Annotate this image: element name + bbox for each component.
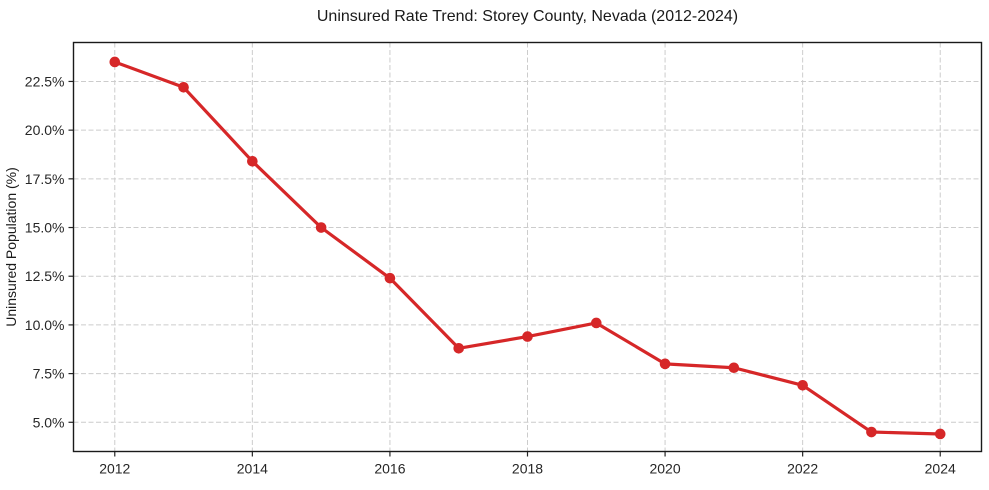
x-tick-label: 2024 [925,461,956,477]
y-tick-label: 22.5% [25,73,65,89]
data-point [453,342,465,354]
data-point [797,379,808,391]
plot-border [72,41,983,453]
data-point [934,428,946,440]
y-tick-label: 5.0% [33,414,65,430]
data-point [866,426,877,438]
data-point [315,222,327,233]
x-tick-label: 2016 [374,461,405,477]
y-tick-label: 10.0% [25,317,65,333]
plot-area: 5.0% 7.5% 10.0% 12.5% 15.0% 17.5% 20.0% 22.5% 20… [25,41,983,477]
data-point [659,358,671,370]
y-tick-label: 7.5% [33,366,65,382]
y-axis-label: Uninsured Population (%) [3,167,19,327]
y-tick-label: 12.5% [25,268,65,284]
x-tick-label: 2012 [99,461,130,477]
data-point [109,56,121,68]
chart-title: Uninsured Rate Trend: Storey County, Nev… [317,8,738,25]
data-point [728,362,740,374]
x-tick-label: 2022 [787,461,818,477]
data-point [178,81,189,93]
y-tick-label: 15.0% [25,220,65,236]
data-point [522,331,533,342]
x-tick-label: 2020 [649,461,680,477]
x-tick-label: 2014 [237,461,268,477]
data-point [590,317,602,329]
y-tick-label: 17.5% [25,171,65,187]
data-point [247,156,258,167]
y-tick-label: 20.0% [25,122,65,138]
x-tick-label: 2018 [512,461,543,477]
data-point [384,272,396,284]
